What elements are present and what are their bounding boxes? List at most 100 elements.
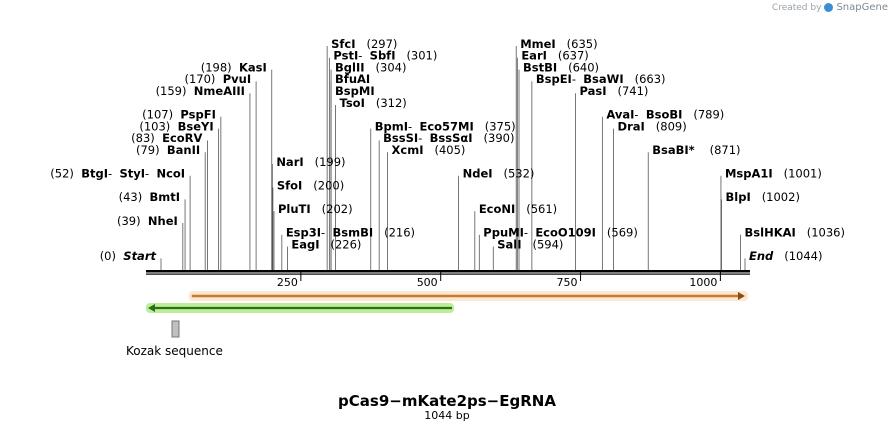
axis-tick-label: 500 xyxy=(417,276,438,289)
enzyme-name: PspFI xyxy=(180,108,215,122)
enzyme-name: End xyxy=(749,249,774,263)
enzyme-name: BmtI xyxy=(150,190,181,204)
enzyme-name: BstBI xyxy=(523,60,557,74)
site-position: (809) xyxy=(656,119,687,133)
site-position: (789) xyxy=(693,108,724,122)
site-position: (39) xyxy=(117,214,141,228)
axis-tick-label: 250 xyxy=(277,276,298,289)
enzyme-name: Eco57MI xyxy=(419,119,473,133)
enzyme-name: BsoBI xyxy=(646,108,683,122)
enzyme-name: NmeAIII xyxy=(194,84,245,98)
site-position: (43) xyxy=(119,190,143,204)
site-position: (561) xyxy=(526,202,557,216)
enzyme-name: BssSαI xyxy=(430,131,473,145)
site-position: (301) xyxy=(406,49,437,63)
enzyme-name: * xyxy=(689,143,695,157)
enzyme-name: NcoI xyxy=(156,167,185,181)
site-position: (1036) xyxy=(807,226,845,240)
site-position: (390) xyxy=(484,131,515,145)
enzyme-name: EagI xyxy=(291,237,319,251)
axis-tick-label: 750 xyxy=(557,276,578,289)
site-position: (1044) xyxy=(784,249,822,263)
kozak-feature-box xyxy=(171,320,180,338)
credit-prefix: Created by xyxy=(771,2,822,13)
enzyme-name: SfcI xyxy=(331,37,355,51)
enzyme-name: NarI xyxy=(276,155,303,169)
arrowhead-left-icon xyxy=(148,304,155,312)
separator: - xyxy=(524,226,528,240)
enzyme-name: BsmBI xyxy=(333,226,374,240)
enzyme-name: XcmI xyxy=(392,143,424,157)
enzyme-name: BseYI xyxy=(178,119,214,133)
site-position: (297) xyxy=(366,37,397,51)
site-position: (0) xyxy=(100,249,116,263)
enzyme-name: SbfI xyxy=(370,49,396,63)
ruler-line-lower xyxy=(146,273,750,275)
site-position: (170) xyxy=(184,72,215,86)
site-position: (304) xyxy=(376,60,407,74)
separator: - xyxy=(572,72,576,86)
axis-tick-label: 1000 xyxy=(689,276,717,289)
site-position: (198) xyxy=(201,60,232,74)
site-position: (532) xyxy=(503,167,534,181)
site-position: (663) xyxy=(635,72,666,86)
snapgene-logo-icon xyxy=(824,3,834,12)
enzyme-name: EarI xyxy=(521,49,547,63)
site-position: (103) xyxy=(139,119,170,133)
separator: - xyxy=(108,167,112,181)
enzyme-name: BfuAI xyxy=(335,72,370,86)
enzyme-name: BsaWI xyxy=(583,72,623,86)
site-position: (79) xyxy=(136,143,160,157)
enzyme-name: EcoRV xyxy=(162,131,202,145)
site-position: (569) xyxy=(607,226,638,240)
enzyme-name: Start xyxy=(123,249,156,263)
enzyme-name: NheI xyxy=(148,214,178,228)
site-position: (159) xyxy=(156,84,187,98)
site-position: (741) xyxy=(617,84,648,98)
site-position: (83) xyxy=(131,131,155,145)
enzyme-name: PpuMI xyxy=(483,226,524,240)
enzyme-name: PasI xyxy=(580,84,607,98)
site-position: (312) xyxy=(376,96,407,110)
enzyme-name: PvuI xyxy=(223,72,251,86)
enzyme-name: BlpI xyxy=(726,190,751,204)
enzyme-name: BslHKAI xyxy=(745,226,796,240)
enzyme-name: BspMI xyxy=(335,84,375,98)
separator: - xyxy=(321,226,325,240)
separator: - xyxy=(418,131,422,145)
site-position: (199) xyxy=(315,155,346,169)
plasmid-length: 1044 bp xyxy=(424,409,470,422)
enzyme-name: MmeI xyxy=(520,37,556,51)
enzyme-name: Esp3I xyxy=(286,226,321,240)
enzyme-name: SfoI xyxy=(277,178,302,192)
ruler-line xyxy=(146,270,750,273)
site-position: (640) xyxy=(568,60,599,74)
enzyme-name: BssSI xyxy=(383,131,418,145)
site-position: (405) xyxy=(434,143,465,157)
plasmid-name: pCas9−mKate2ps−EgRNA xyxy=(338,392,556,410)
enzyme-name: BspEI xyxy=(536,72,572,86)
separator: - xyxy=(145,167,149,181)
site-position: (216) xyxy=(384,226,415,240)
separator: - xyxy=(408,119,412,133)
enzyme-name: EcoO109I xyxy=(535,226,596,240)
enzyme-name: EcoNI xyxy=(479,202,515,216)
separator: - xyxy=(358,49,362,63)
enzyme-name: BtgI xyxy=(81,167,108,181)
arrowhead-right-icon xyxy=(738,292,745,300)
enzyme-name: KasI xyxy=(239,60,267,74)
site-position: (200) xyxy=(313,178,344,192)
enzyme-name: StyI xyxy=(119,167,145,181)
enzyme-name: NdeI xyxy=(463,167,493,181)
enzyme-name: BglII xyxy=(335,60,365,74)
enzyme-name: DraI xyxy=(618,119,645,133)
snapgene-credit: Created by SnapGene xyxy=(772,2,888,13)
site-position: (637) xyxy=(558,49,589,63)
site-position: (871) xyxy=(710,143,741,157)
enzyme-name: MspA1I xyxy=(725,167,773,181)
site-position: (375) xyxy=(485,119,516,133)
enzyme-name: BsaBI xyxy=(652,143,688,157)
site-position: (1001) xyxy=(784,167,822,181)
enzyme-name: BanII xyxy=(167,143,200,157)
